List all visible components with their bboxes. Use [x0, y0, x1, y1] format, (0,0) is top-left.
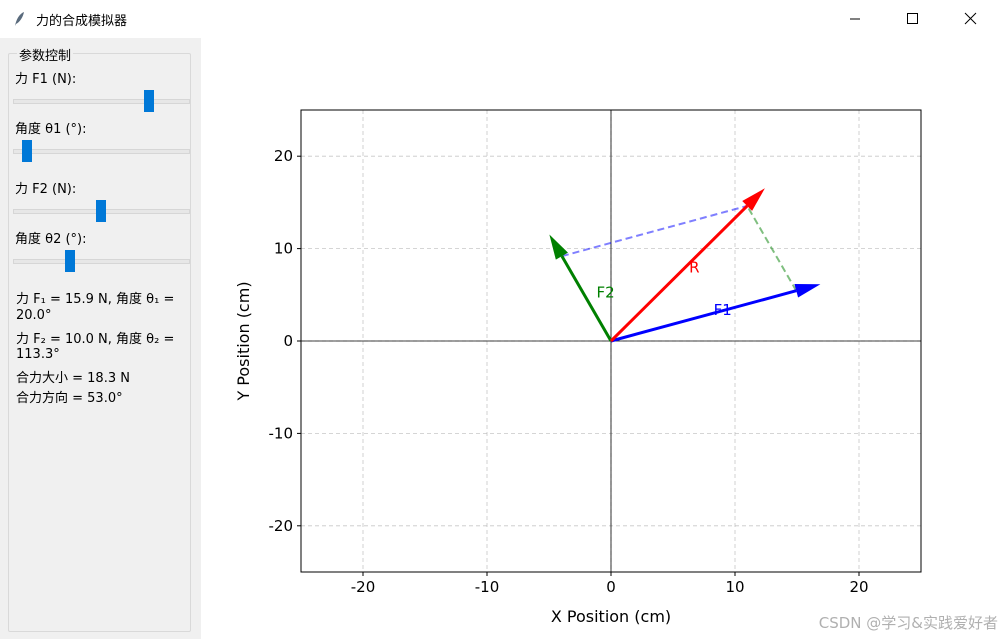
chart: -20 -10 0 10 20 -20 -10 0 10 20 X Position (cm) Y P…: [234, 109, 922, 626]
plot-frame: [300, 109, 922, 573]
y-tick-label: 10: [274, 240, 293, 258]
slider-thumb[interactable]: [95, 200, 106, 222]
force-arrow: [609, 204, 749, 343]
info-text: 113.3°: [16, 347, 60, 363]
y-tick-label: 0: [283, 332, 293, 350]
force-arrow: [560, 255, 613, 342]
group-box: [8, 53, 191, 632]
slider-label: 力 F2 (N):: [15, 182, 77, 197]
info-text: 20.0°: [16, 307, 52, 323]
y-tick-label: -20: [269, 517, 294, 535]
title-bar: 力的合成模拟器: [0, 0, 1002, 38]
slider-thumb[interactable]: [64, 250, 75, 272]
slider-trough[interactable]: [13, 259, 190, 264]
arrow-label: F2: [596, 284, 614, 302]
info-text: 合力方向 = 53.0°: [16, 391, 123, 406]
control-panel: 参数控制 力 F1 (N): 角度 θ1 (°): 力 F2 (N): 角度 θ2 (…: [0, 38, 201, 639]
arrow-head: [549, 234, 568, 260]
info-text: 合力大小 = 18.3 N: [16, 371, 130, 387]
y-tick-label: -10: [269, 424, 294, 442]
x-tick-label: -10: [475, 578, 500, 596]
app-icon: [15, 12, 24, 26]
guide-line: [746, 205, 798, 292]
y-axis-label: Y Position (cm): [234, 281, 253, 401]
slider-label: 力 F1 (N):: [15, 72, 77, 87]
group-title: 参数控制: [17, 45, 74, 64]
slider-label: 角度 θ2 (°):: [15, 232, 87, 247]
force-arrow: [610, 289, 797, 343]
slider-thumb[interactable]: [144, 90, 155, 112]
slider-trough[interactable]: [13, 149, 190, 154]
slider-thumb[interactable]: [22, 140, 33, 162]
x-tick-label: 10: [725, 578, 744, 596]
guide-line: [561, 204, 748, 258]
window-title: 力的合成模拟器: [36, 14, 128, 29]
y-tick-label: 20: [274, 147, 293, 165]
arrow-label: R: [689, 258, 699, 276]
arrow-head: [794, 283, 821, 298]
watermark: CSDN @学习&实践爱好者: [818, 614, 998, 632]
x-axis-label: X Position (cm): [551, 607, 671, 626]
x-tick-label: -20: [351, 578, 376, 596]
arrow-head: [742, 188, 765, 211]
close-button[interactable]: [942, 0, 1000, 38]
info-text: 力 F₁ = 15.9 N, 角度 θ₁ =: [16, 292, 175, 307]
x-tick-label: 0: [606, 578, 616, 596]
info-text: 力 F₂ = 10.0 N, 角度 θ₂ =: [16, 331, 175, 347]
maximize-button[interactable]: [884, 0, 942, 38]
slider-label: 角度 θ1 (°):: [15, 122, 87, 137]
minimize-button[interactable]: [826, 0, 884, 38]
x-tick-label: 20: [849, 578, 868, 596]
slider-trough[interactable]: [13, 99, 190, 104]
